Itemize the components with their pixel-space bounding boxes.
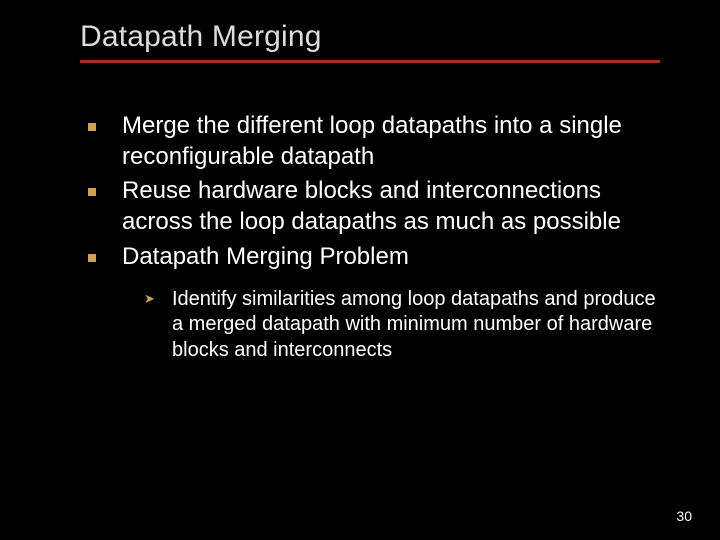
sub-bullet-list: ➤ Identify similarities among loop datap… xyxy=(122,287,660,364)
sub-bullet-item: ➤ Identify similarities among loop datap… xyxy=(166,287,660,364)
page-number: 30 xyxy=(676,508,692,524)
sub-bullet-text: Identify similarities among loop datapat… xyxy=(172,288,656,361)
bullet-item: Reuse hardware blocks and interconnectio… xyxy=(112,176,660,237)
square-bullet-icon xyxy=(88,254,96,262)
bullet-text: Datapath Merging Problem xyxy=(122,243,409,270)
arrow-bullet-icon: ➤ xyxy=(144,291,155,308)
bullet-item: Datapath Merging Problem ➤ Identify simi… xyxy=(112,242,660,364)
bullet-text: Reuse hardware blocks and interconnectio… xyxy=(122,177,621,235)
bullet-text: Merge the different loop datapaths into … xyxy=(122,112,622,170)
slide-title: Datapath Merging xyxy=(80,20,660,63)
square-bullet-icon xyxy=(88,188,96,196)
square-bullet-icon xyxy=(88,123,96,131)
slide: Datapath Merging Merge the different loo… xyxy=(0,0,720,540)
bullet-item: Merge the different loop datapaths into … xyxy=(112,111,660,172)
bullet-list: Merge the different loop datapaths into … xyxy=(80,111,660,363)
